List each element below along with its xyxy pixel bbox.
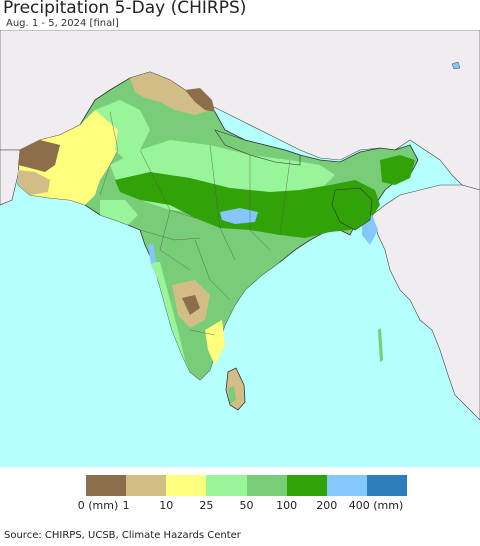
legend-tick-label: 100 (276, 499, 298, 512)
precipitation-map (0, 30, 480, 467)
northeast-green (380, 155, 415, 185)
north-mountains (130, 72, 210, 115)
legend-swatch (86, 475, 127, 496)
tan-sindh (18, 170, 50, 195)
legend-tick-label: 200 (316, 499, 338, 512)
legend-tick-label: 25 (199, 499, 214, 512)
legend-ticks: 0 (mm) 1 10 25 50 100 200 400 (mm) (0, 499, 480, 515)
west-coast-light-green (150, 262, 190, 372)
admin-borders (99, 111, 291, 336)
very-heavy-rain-1 (220, 208, 258, 224)
legend-swatch (366, 475, 407, 496)
legend-swatch (166, 475, 207, 496)
legend-swatch (326, 475, 367, 496)
bangladesh (331, 187, 373, 231)
kashmir-brown (185, 88, 215, 112)
map-subtitle: Aug. 1 - 5, 2024 [final] (6, 18, 119, 29)
legend-tick-label: 10 (159, 499, 174, 512)
source-note: Source: CHIRPS, UCSB, Climate Hazards Ce… (4, 530, 241, 541)
south-green (150, 238, 280, 380)
nepal-border (214, 129, 301, 166)
deccan-brown (182, 295, 200, 315)
sri-lanka-green (228, 386, 236, 404)
legend-tick-label: 0 (mm) (77, 499, 119, 512)
heavy-rain-band (115, 172, 380, 238)
legend-tick-label: 1 (122, 499, 130, 512)
legend-colorbar (86, 475, 407, 496)
southeast-coast-yellow (205, 320, 225, 365)
lake-northeast (451, 61, 461, 70)
legend-tick-label: 50 (239, 499, 254, 512)
legend-swatch (126, 475, 167, 496)
legend-swatch (286, 475, 327, 496)
legend-tick-label: 400 (mm) (348, 499, 404, 512)
gujarat-light-green (100, 200, 138, 225)
andaman-islands (378, 328, 383, 362)
light-green-punjab (95, 100, 150, 160)
west-coast-blue (148, 243, 156, 264)
legend-swatch (246, 475, 287, 496)
map-title: Precipitation 5-Day (CHIRPS) (3, 0, 247, 18)
legend-swatch (206, 475, 247, 496)
outside-land-west (0, 149, 21, 206)
outside-land-east (371, 184, 480, 421)
brown-baluchistan (18, 140, 60, 172)
